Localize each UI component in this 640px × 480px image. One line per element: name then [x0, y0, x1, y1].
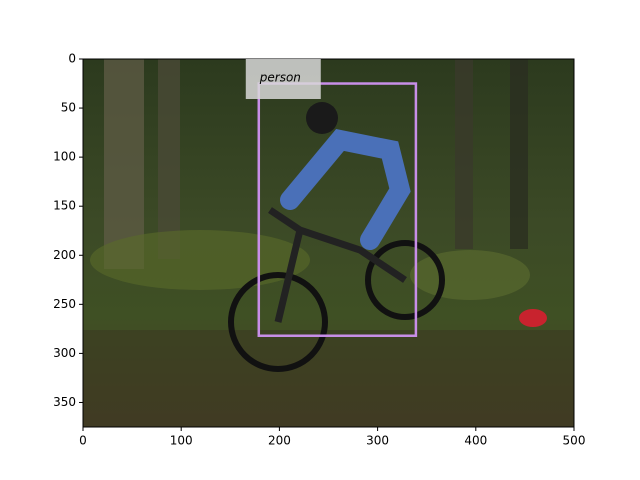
photo — [83, 59, 574, 427]
axes-frame — [82, 58, 575, 428]
y-tick-label: 250 — [53, 297, 76, 311]
x-tick-label: 0 — [79, 434, 87, 448]
x-tick-label: 200 — [268, 434, 291, 448]
x-tick-label: 300 — [366, 434, 389, 448]
y-tick-label: 300 — [53, 346, 76, 360]
box-label: person — [259, 71, 301, 85]
y-tick-label: 0 — [68, 52, 76, 66]
bounding-box — [257, 82, 418, 337]
x-tick-label: 500 — [563, 434, 586, 448]
y-tick-label: 50 — [61, 101, 76, 115]
y-tick-label: 100 — [53, 150, 76, 164]
x-tick-label: 100 — [170, 434, 193, 448]
y-tick-label: 150 — [53, 199, 76, 213]
label-background — [245, 59, 321, 99]
x-tick-label: 400 — [464, 434, 487, 448]
y-tick-label: 200 — [53, 248, 76, 262]
y-tick-label: 350 — [53, 395, 76, 409]
